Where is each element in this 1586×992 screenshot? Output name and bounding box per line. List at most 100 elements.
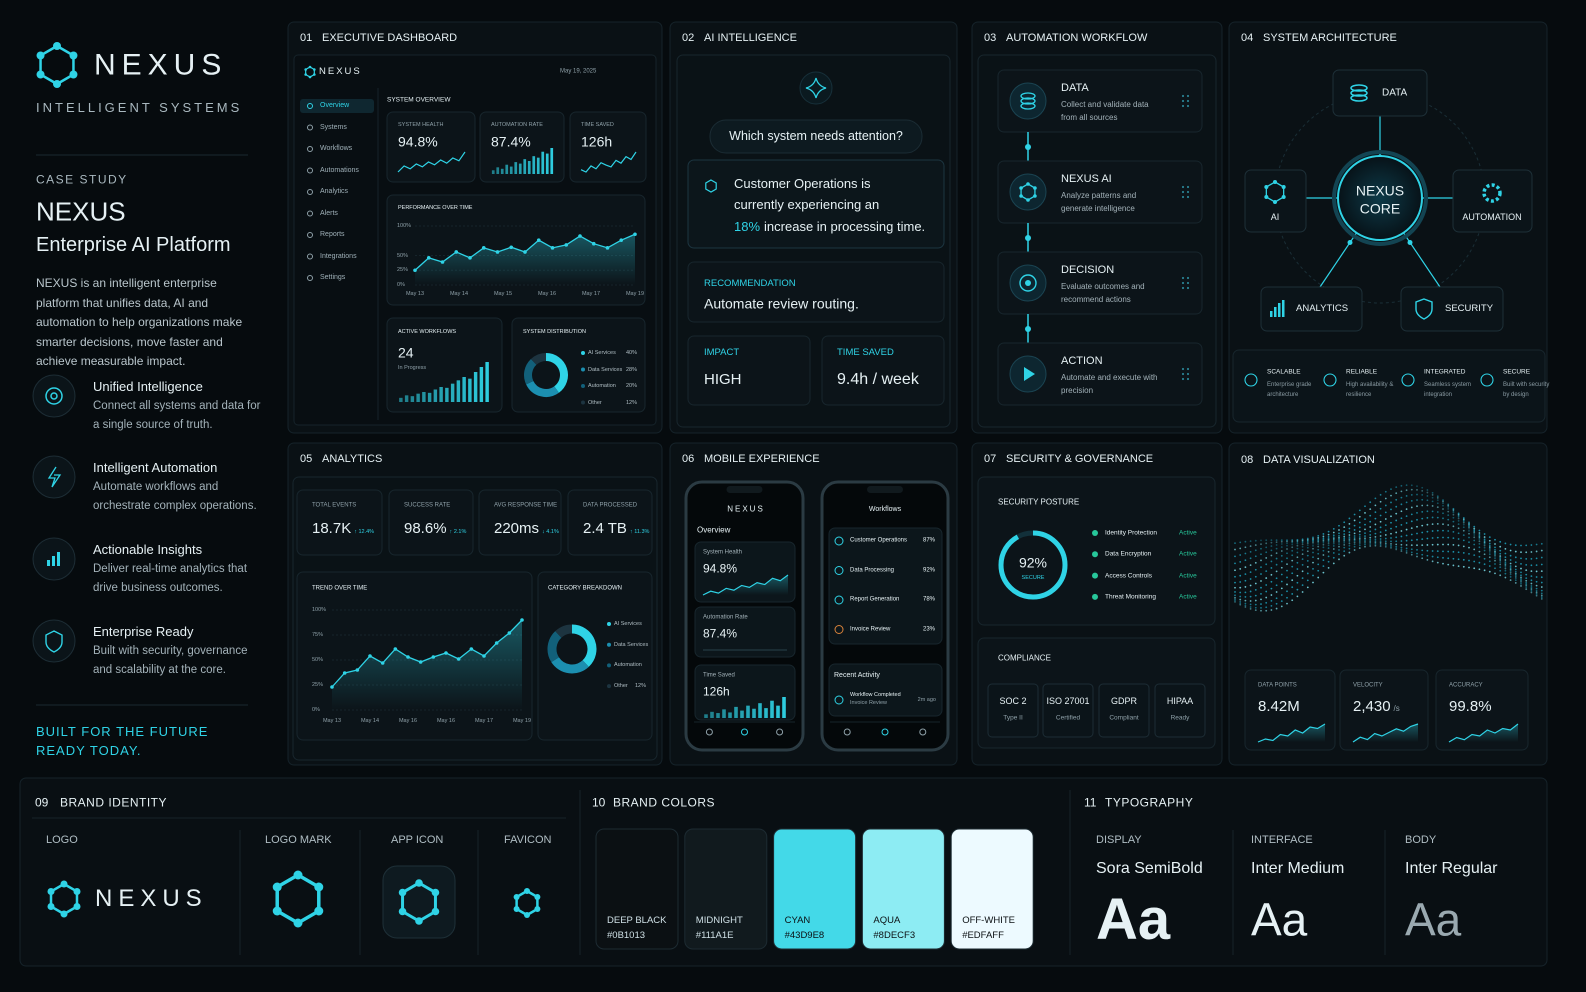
text: 18.7K bbox=[312, 520, 352, 538]
wave-particle bbox=[1540, 563, 1543, 566]
wave-particle bbox=[1410, 520, 1413, 523]
feature-text: Built with security, governance and scal… bbox=[93, 645, 248, 676]
wave-particle bbox=[1358, 521, 1361, 524]
wave-particle bbox=[1338, 529, 1340, 531]
core-glow bbox=[1332, 150, 1428, 246]
wave-particle bbox=[1291, 541, 1294, 544]
wave-particle bbox=[1468, 523, 1470, 525]
wave-particle bbox=[1312, 561, 1314, 564]
logo-node bbox=[60, 880, 68, 888]
wave-particle bbox=[1265, 551, 1268, 554]
wave-particle bbox=[1234, 548, 1236, 551]
wave-particle bbox=[1280, 594, 1283, 596]
wave-particle bbox=[1462, 523, 1465, 526]
feature-title: SCALABLE bbox=[1267, 368, 1301, 376]
wave-particle bbox=[1494, 572, 1496, 575]
nav-icon bbox=[307, 124, 313, 131]
column-label: APP ICON bbox=[391, 833, 444, 846]
wave-particle bbox=[1431, 516, 1434, 519]
wave-particle bbox=[1358, 515, 1361, 518]
wave-particle bbox=[1234, 591, 1236, 593]
wave-particle bbox=[1364, 543, 1366, 546]
wave-particle bbox=[1426, 530, 1429, 533]
wave-particle bbox=[1364, 532, 1366, 535]
legend-label: Data Services bbox=[614, 641, 649, 648]
wave-particle bbox=[1421, 517, 1424, 520]
wave-particle bbox=[1317, 538, 1320, 541]
point bbox=[520, 618, 524, 622]
drag-dot bbox=[1186, 190, 1190, 194]
wave-particle bbox=[1436, 561, 1439, 564]
item-name: Identity Protection bbox=[1105, 529, 1158, 537]
line bbox=[331, 619, 523, 688]
wave-particle bbox=[1421, 486, 1424, 489]
wave-particle bbox=[1400, 517, 1403, 520]
wave-particle bbox=[1306, 565, 1309, 568]
bar bbox=[427, 392, 432, 402]
card-title: SYSTEM DISTRIBUTION bbox=[523, 328, 586, 335]
stat-value: 99.8% bbox=[1449, 697, 1492, 715]
wave-particle bbox=[1499, 560, 1502, 562]
wave-particle bbox=[1275, 544, 1278, 546]
point bbox=[633, 232, 637, 237]
wave-particle bbox=[1239, 574, 1242, 577]
logo-node bbox=[53, 80, 61, 88]
wave-particle bbox=[1322, 554, 1325, 556]
wave-particle bbox=[1374, 528, 1377, 531]
wave-particle bbox=[1254, 594, 1257, 597]
x-tick-label: May 19 bbox=[512, 717, 532, 724]
wave-particle bbox=[1421, 524, 1424, 527]
bar bbox=[728, 712, 732, 718]
wave-particle bbox=[1348, 551, 1351, 554]
status-dot bbox=[1092, 572, 1098, 579]
bar bbox=[505, 164, 509, 174]
caption: In Progress bbox=[398, 364, 427, 371]
wave-particle bbox=[1358, 539, 1361, 541]
logo-node bbox=[415, 879, 423, 887]
feature-title: SECURE bbox=[1503, 368, 1531, 376]
icon bbox=[1278, 303, 1281, 317]
chart-title: PERFORMANCE OVER TIME bbox=[398, 204, 473, 211]
stat-label: TOTAL EVENTS bbox=[312, 502, 357, 509]
item-name: Data Processing bbox=[850, 567, 895, 574]
wave-particle bbox=[1535, 591, 1538, 594]
wave-particle bbox=[1338, 536, 1340, 539]
wave-particle bbox=[1374, 541, 1377, 544]
wave-particle bbox=[1483, 569, 1486, 572]
wave-particle bbox=[1478, 538, 1481, 541]
wave-particle bbox=[1494, 557, 1496, 560]
wave-particle bbox=[1504, 547, 1507, 550]
wave-particle bbox=[1421, 557, 1424, 560]
wave-particle bbox=[1395, 486, 1398, 489]
wave-particle bbox=[1249, 606, 1252, 608]
drag-dot bbox=[1186, 377, 1190, 381]
badge bbox=[1042, 683, 1094, 738]
message-card bbox=[687, 159, 945, 249]
wave-particle bbox=[1390, 515, 1392, 518]
wave-particle bbox=[1265, 577, 1268, 579]
wave-particle bbox=[1509, 567, 1512, 569]
item-value: 87% bbox=[922, 537, 935, 544]
wave-particle bbox=[1327, 530, 1330, 533]
wave-particle bbox=[1348, 542, 1351, 545]
panel-title: SYSTEM ARCHITECTURE bbox=[1263, 31, 1397, 44]
bar bbox=[439, 387, 443, 402]
wave-particle bbox=[1416, 532, 1418, 535]
point bbox=[578, 234, 582, 238]
item-status: Active bbox=[1179, 572, 1197, 580]
point bbox=[456, 657, 461, 661]
wave-particle bbox=[1390, 494, 1392, 497]
wave-particle bbox=[1353, 524, 1356, 527]
wave-particle bbox=[1494, 550, 1496, 553]
wave-particle bbox=[1260, 580, 1262, 582]
step-text: Analyze patterns and generate intelligen… bbox=[1061, 191, 1137, 213]
icon bbox=[1020, 102, 1036, 110]
wave-particle bbox=[1431, 555, 1434, 558]
wave-particle bbox=[1379, 531, 1382, 534]
feature-icon bbox=[1401, 373, 1415, 387]
wave-particle bbox=[1535, 550, 1538, 553]
bar bbox=[496, 167, 500, 174]
bar bbox=[541, 151, 545, 174]
wave-particle bbox=[1234, 581, 1236, 584]
stat-value: 2.4 TB ↑ 11.3% bbox=[583, 520, 649, 538]
